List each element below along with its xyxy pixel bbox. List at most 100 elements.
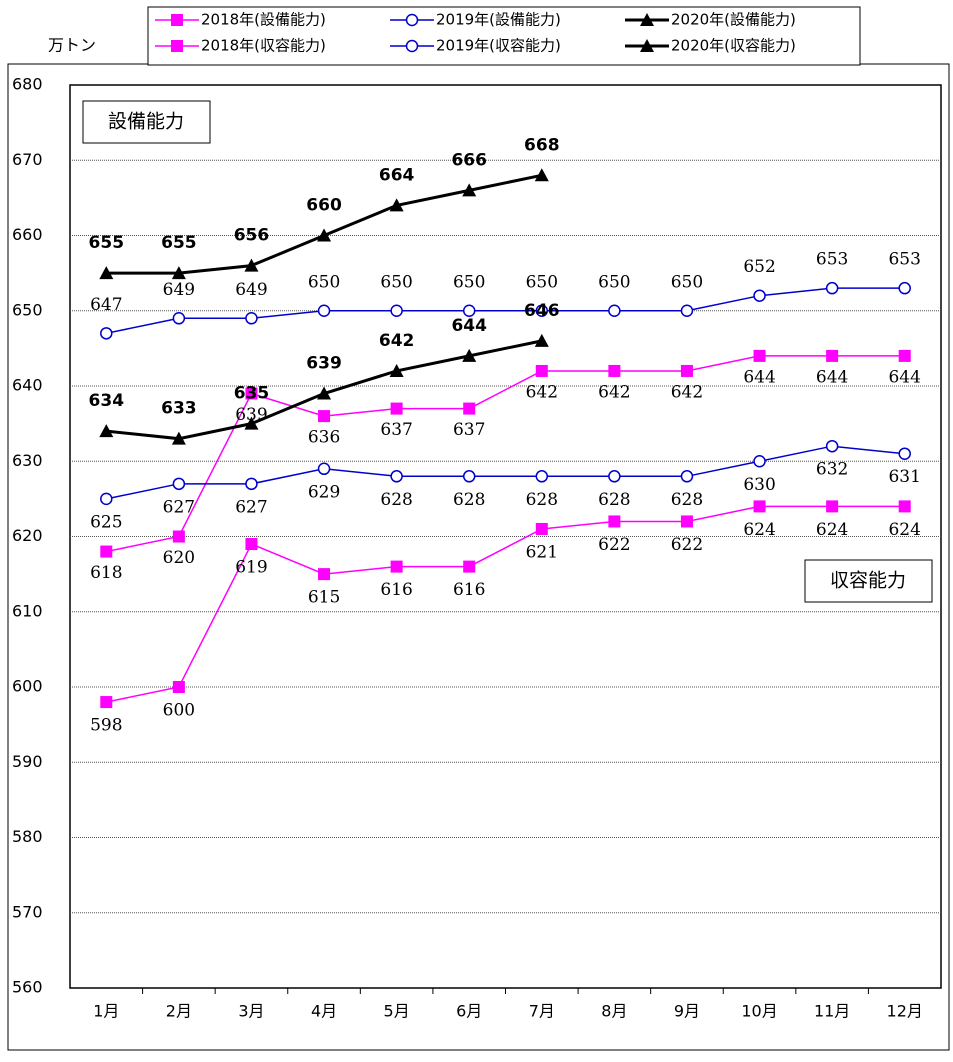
y-tick-label: 560	[12, 978, 43, 997]
data-label: 642	[671, 382, 703, 402]
marker	[318, 568, 331, 581]
marker	[172, 312, 186, 325]
x-tick-label: 12月	[887, 1002, 923, 1021]
marker	[171, 14, 183, 26]
marker	[100, 696, 113, 709]
marker	[535, 522, 548, 535]
legend-label: 2018年(設備能力)	[201, 11, 326, 29]
data-label: 618	[90, 563, 122, 583]
marker	[608, 470, 621, 483]
marker	[172, 681, 185, 693]
legend	[147, 6, 861, 66]
marker	[405, 13, 419, 27]
y-tick-label: 600	[12, 677, 43, 696]
y-tick-label: 680	[12, 75, 43, 94]
y-tick-label: 590	[12, 752, 43, 771]
data-label: 624	[816, 520, 848, 540]
data-label: 644	[743, 367, 775, 387]
data-label: 653	[888, 250, 920, 270]
marker	[317, 228, 332, 242]
y-tick-label: 670	[12, 150, 43, 169]
data-label: 628	[453, 490, 485, 510]
marker	[405, 39, 419, 53]
data-label: 650	[453, 272, 485, 292]
marker	[898, 447, 911, 460]
annotation: 設備能力	[108, 111, 184, 133]
data-label: 627	[163, 497, 195, 517]
data-label: 598	[90, 716, 122, 736]
data-label: 620	[163, 548, 195, 568]
series-line	[106, 287, 905, 335]
marker	[172, 477, 186, 491]
x-tick-label: 6月	[456, 1002, 482, 1021]
marker	[462, 304, 476, 317]
y-tick-label: 640	[12, 376, 43, 395]
marker	[462, 348, 477, 362]
annotation-box	[804, 559, 933, 603]
y-tick-label: 630	[12, 451, 43, 470]
data-label: 624	[888, 520, 920, 540]
data-label: 650	[526, 272, 558, 292]
series-line	[106, 445, 905, 500]
marker	[534, 333, 549, 347]
marker	[640, 39, 654, 52]
x-tick-label: 4月	[311, 1002, 337, 1021]
marker	[100, 327, 113, 340]
marker	[171, 40, 183, 52]
data-label: 666	[451, 150, 487, 170]
data-label: 650	[598, 272, 630, 292]
y-tick-label: 660	[12, 225, 43, 244]
marker	[825, 281, 839, 295]
marker	[99, 424, 114, 438]
data-label: 619	[235, 558, 267, 578]
marker	[608, 304, 621, 317]
data-label: 622	[598, 535, 630, 555]
marker	[535, 470, 549, 483]
x-tick-label: 5月	[384, 1002, 410, 1021]
x-tick-label: 11月	[814, 1002, 850, 1021]
marker	[245, 477, 258, 491]
marker	[245, 312, 258, 325]
marker	[390, 304, 403, 317]
series-line	[106, 505, 905, 703]
marker	[640, 13, 654, 26]
data-label: 628	[598, 490, 630, 510]
x-tick-label: 7月	[529, 1002, 555, 1021]
marker	[317, 304, 331, 317]
y-tick-label: 650	[12, 300, 43, 319]
marker	[244, 416, 259, 430]
annotation-box	[82, 100, 211, 144]
legend-label: 2020年(収容能力)	[671, 37, 796, 55]
marker	[389, 363, 404, 377]
x-tick-label: 9月	[674, 1002, 700, 1021]
marker	[753, 349, 766, 362]
data-label: 627	[235, 497, 267, 517]
data-label: 644	[888, 367, 920, 387]
data-label: 616	[453, 580, 485, 600]
marker	[534, 168, 549, 182]
x-tick-label: 1月	[93, 1002, 119, 1021]
data-label: 652	[743, 257, 775, 277]
marker	[753, 500, 766, 513]
marker	[898, 349, 911, 362]
legend-label: 2018年(収容能力)	[201, 37, 326, 55]
marker	[826, 500, 839, 513]
legend-label: 2020年(設備能力)	[671, 11, 796, 29]
marker	[680, 304, 694, 317]
series-line	[106, 173, 543, 275]
data-label: 649	[235, 280, 267, 300]
marker	[99, 266, 114, 280]
marker	[462, 183, 477, 197]
marker	[171, 431, 186, 445]
x-tick-label: 2月	[166, 1002, 192, 1021]
data-label: 642	[526, 382, 558, 402]
marker	[245, 538, 258, 551]
marker	[608, 515, 621, 528]
marker	[172, 530, 185, 543]
marker	[317, 386, 332, 400]
x-tick-label: 8月	[601, 1002, 627, 1021]
marker	[898, 281, 911, 295]
marker	[245, 387, 258, 400]
data-label: 624	[743, 520, 775, 540]
